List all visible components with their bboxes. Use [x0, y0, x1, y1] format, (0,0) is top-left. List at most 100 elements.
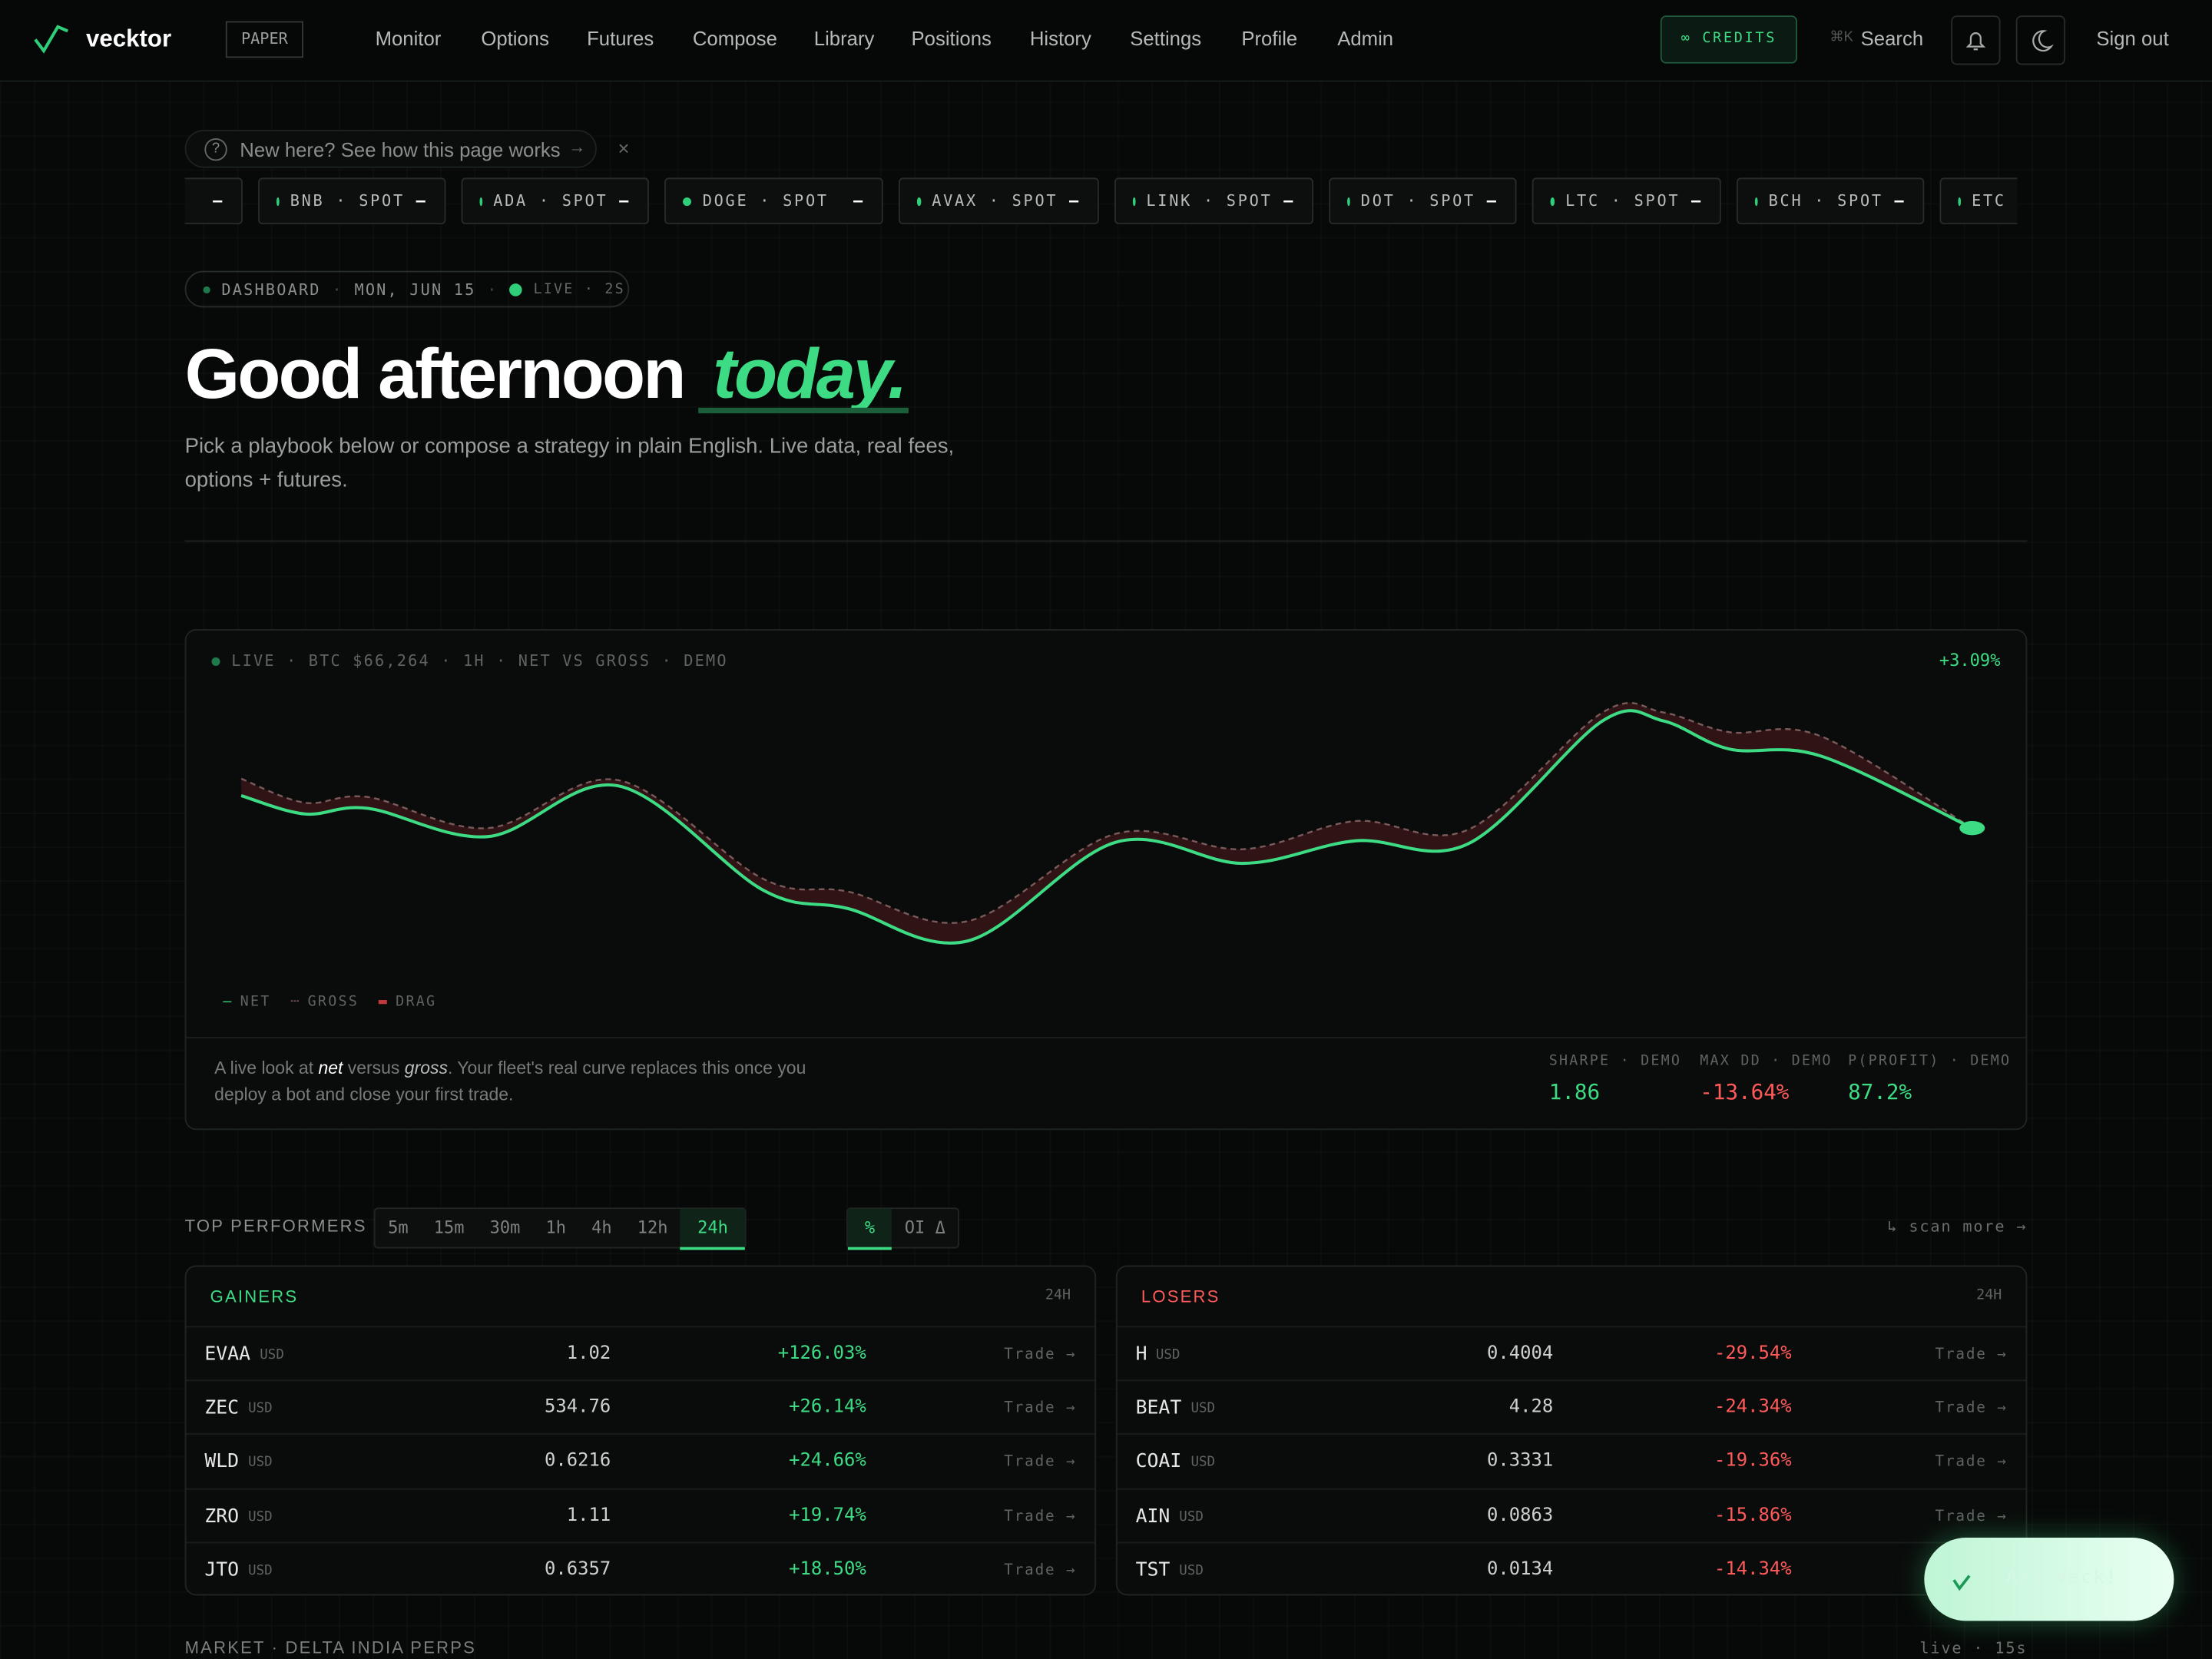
nav-link[interactable]: Admin	[1337, 26, 1394, 50]
trade-link[interactable]: Trade →	[1935, 1346, 2008, 1363]
ticker-change: —	[853, 191, 865, 210]
symbol: EVAA	[204, 1343, 251, 1366]
nav-link[interactable]: Profile	[1241, 26, 1298, 50]
ticker-label: AVAX · SPOT	[932, 191, 1058, 210]
scan-more[interactable]: ↳ scan more →	[1887, 1217, 2028, 1236]
nav-link[interactable]: Monitor	[375, 26, 442, 50]
trade-link[interactable]: Trade →	[1935, 1399, 2008, 1417]
status-live: LIVE · 2S	[533, 281, 625, 297]
tab[interactable]: OI Δ	[904, 1217, 945, 1237]
ticker-chip[interactable]: BCH · SPOT —	[1737, 177, 1925, 225]
losers-table: LOSERS 24H H USD 0.4004 -29.54% Trade → BEAT USD…	[1115, 1265, 2028, 1597]
trade-link[interactable]: Trade →	[1004, 1453, 1077, 1471]
credits-button[interactable]: ∞ CREDITS	[1660, 15, 1798, 64]
quote: USD	[1155, 1347, 1181, 1363]
logo-icon	[34, 25, 68, 54]
table-row[interactable]: H USD 0.4004 -29.54% Trade →	[1117, 1326, 2026, 1382]
nav-link[interactable]: Options	[481, 26, 549, 50]
table-row[interactable]: BEAT USD 4.28 -24.34% Trade →	[1117, 1379, 2026, 1435]
net-line	[240, 709, 1973, 945]
table-row[interactable]: COAI USD 0.3331 -19.36% Trade →	[1117, 1433, 2026, 1489]
ticker-label: BNB · SPOT	[290, 191, 405, 210]
trade-link[interactable]: Trade →	[1935, 1507, 2008, 1525]
trade-link[interactable]: Trade →	[1935, 1453, 2008, 1471]
symbol: TST	[1135, 1558, 1171, 1581]
ticker-chip[interactable]: LINK · SPOT —	[1114, 177, 1314, 225]
tab[interactable]: 30m	[489, 1217, 521, 1237]
help-banner[interactable]: ? New here? See how this page works →	[184, 129, 597, 168]
nav-link[interactable]: Futures	[587, 26, 654, 50]
nav-link[interactable]: History	[1029, 26, 1091, 50]
nav-link[interactable]: Settings	[1130, 26, 1202, 50]
ticker-dot	[276, 197, 280, 206]
ticker-chip[interactable]: ADA · SPOT —	[461, 177, 649, 225]
price: 4.28	[1508, 1396, 1554, 1419]
status-pill: DASHBOARD · MON, JUN 15 · LIVE · 2S	[184, 270, 630, 308]
ticker-label: ADA · SPOT	[493, 191, 608, 210]
help-icon: ?	[204, 138, 227, 161]
tab[interactable]: %	[847, 1209, 892, 1250]
change: -29.54%	[1714, 1343, 1792, 1365]
hero-heading: Good afternoon today.	[184, 333, 909, 415]
change: -24.34%	[1714, 1396, 1792, 1419]
price: 0.3331	[1486, 1450, 1554, 1472]
trade-link[interactable]: Trade →	[1004, 1561, 1077, 1578]
stat-label: SHARPE · DEMO	[1548, 1054, 1682, 1070]
table-row[interactable]: EVAA USD 1.02 +126.03% Trade →	[186, 1326, 1095, 1382]
ask-icon	[1952, 1575, 1971, 1591]
ask-button[interactable]: Ask Veck!	[1924, 1538, 2174, 1621]
quote: USD	[248, 1508, 273, 1525]
price: 0.0863	[1486, 1505, 1554, 1526]
quote: USD	[248, 1401, 273, 1417]
stat-label: P(PROFIT) · DEMO	[1848, 1054, 2012, 1070]
trade-link[interactable]: Trade →	[1004, 1399, 1077, 1417]
change: +24.66%	[789, 1450, 866, 1472]
sign-out[interactable]: Sign out	[2096, 26, 2169, 50]
accent-underline	[698, 407, 909, 414]
table-row[interactable]: ZEC USD 534.76 +26.14% Trade →	[186, 1379, 1095, 1435]
nav-link[interactable]: Library	[813, 26, 875, 50]
notifications-button[interactable]	[1951, 15, 2001, 65]
theme-toggle[interactable]	[2015, 15, 2065, 65]
ticker-chip[interactable]: DOGE · SPOT —	[664, 177, 883, 225]
chart-caption: A live look at net versus gross. Your fl…	[214, 1055, 806, 1109]
ticker-chip[interactable]: SPOT—	[184, 177, 243, 225]
legend-swatch: ▬	[378, 994, 389, 1011]
ticker-change: —	[213, 191, 225, 210]
tab[interactable]: 12h	[637, 1217, 668, 1237]
tab[interactable]: 5m	[388, 1217, 409, 1237]
ticker-change: —	[619, 191, 631, 210]
ticker-change: —	[1894, 191, 1906, 210]
stat-label: MAX DD · DEMO	[1700, 1054, 1833, 1070]
nav-link[interactable]: Compose	[692, 26, 777, 50]
table-row[interactable]: AIN USD 0.0863 -15.86% Trade →	[1117, 1488, 2026, 1543]
search-button[interactable]: Search	[1860, 26, 1924, 50]
table-row[interactable]: ZRO USD 1.11 +19.74% Trade →	[186, 1488, 1095, 1543]
banner-close[interactable]: ×	[618, 137, 630, 160]
tab[interactable]: 24h	[680, 1209, 745, 1250]
nav-link[interactable]: Positions	[911, 26, 992, 50]
ticker-chip[interactable]: ETC · SPOT—	[1939, 177, 2018, 225]
stat-value: -13.64%	[1700, 1079, 1790, 1105]
tab[interactable]: 15m	[433, 1217, 465, 1237]
mode-badge: PAPER	[225, 21, 303, 58]
greeting: Good afternoon	[184, 334, 687, 414]
ticker-chip[interactable]: DOT · SPOT —	[1329, 177, 1517, 225]
ticker-chip[interactable]: LTC · SPOT —	[1532, 177, 1721, 225]
trade-link[interactable]: Trade →	[1004, 1507, 1077, 1525]
change: -14.34%	[1714, 1558, 1792, 1580]
quote: USD	[1190, 1401, 1216, 1417]
ticker-chip[interactable]: BNB · SPOT —	[258, 177, 446, 225]
ticker-chip[interactable]: AVAX · SPOT —	[899, 177, 1099, 225]
price: 534.76	[545, 1396, 611, 1419]
table-row[interactable]: WLD USD 0.6216 +24.66% Trade →	[186, 1433, 1095, 1489]
trade-link[interactable]: Trade →	[1004, 1346, 1077, 1363]
tab[interactable]: 1h	[545, 1217, 567, 1237]
stat-value: 1.86	[1548, 1079, 1601, 1105]
caption-part: . Your fleet's real curve replaces this …	[214, 1058, 806, 1105]
tab[interactable]: 4h	[591, 1217, 612, 1237]
table-row[interactable]: JTO USD 0.6357 +18.50% Trade →	[186, 1541, 1095, 1597]
legend-swatch: —	[223, 994, 233, 1011]
